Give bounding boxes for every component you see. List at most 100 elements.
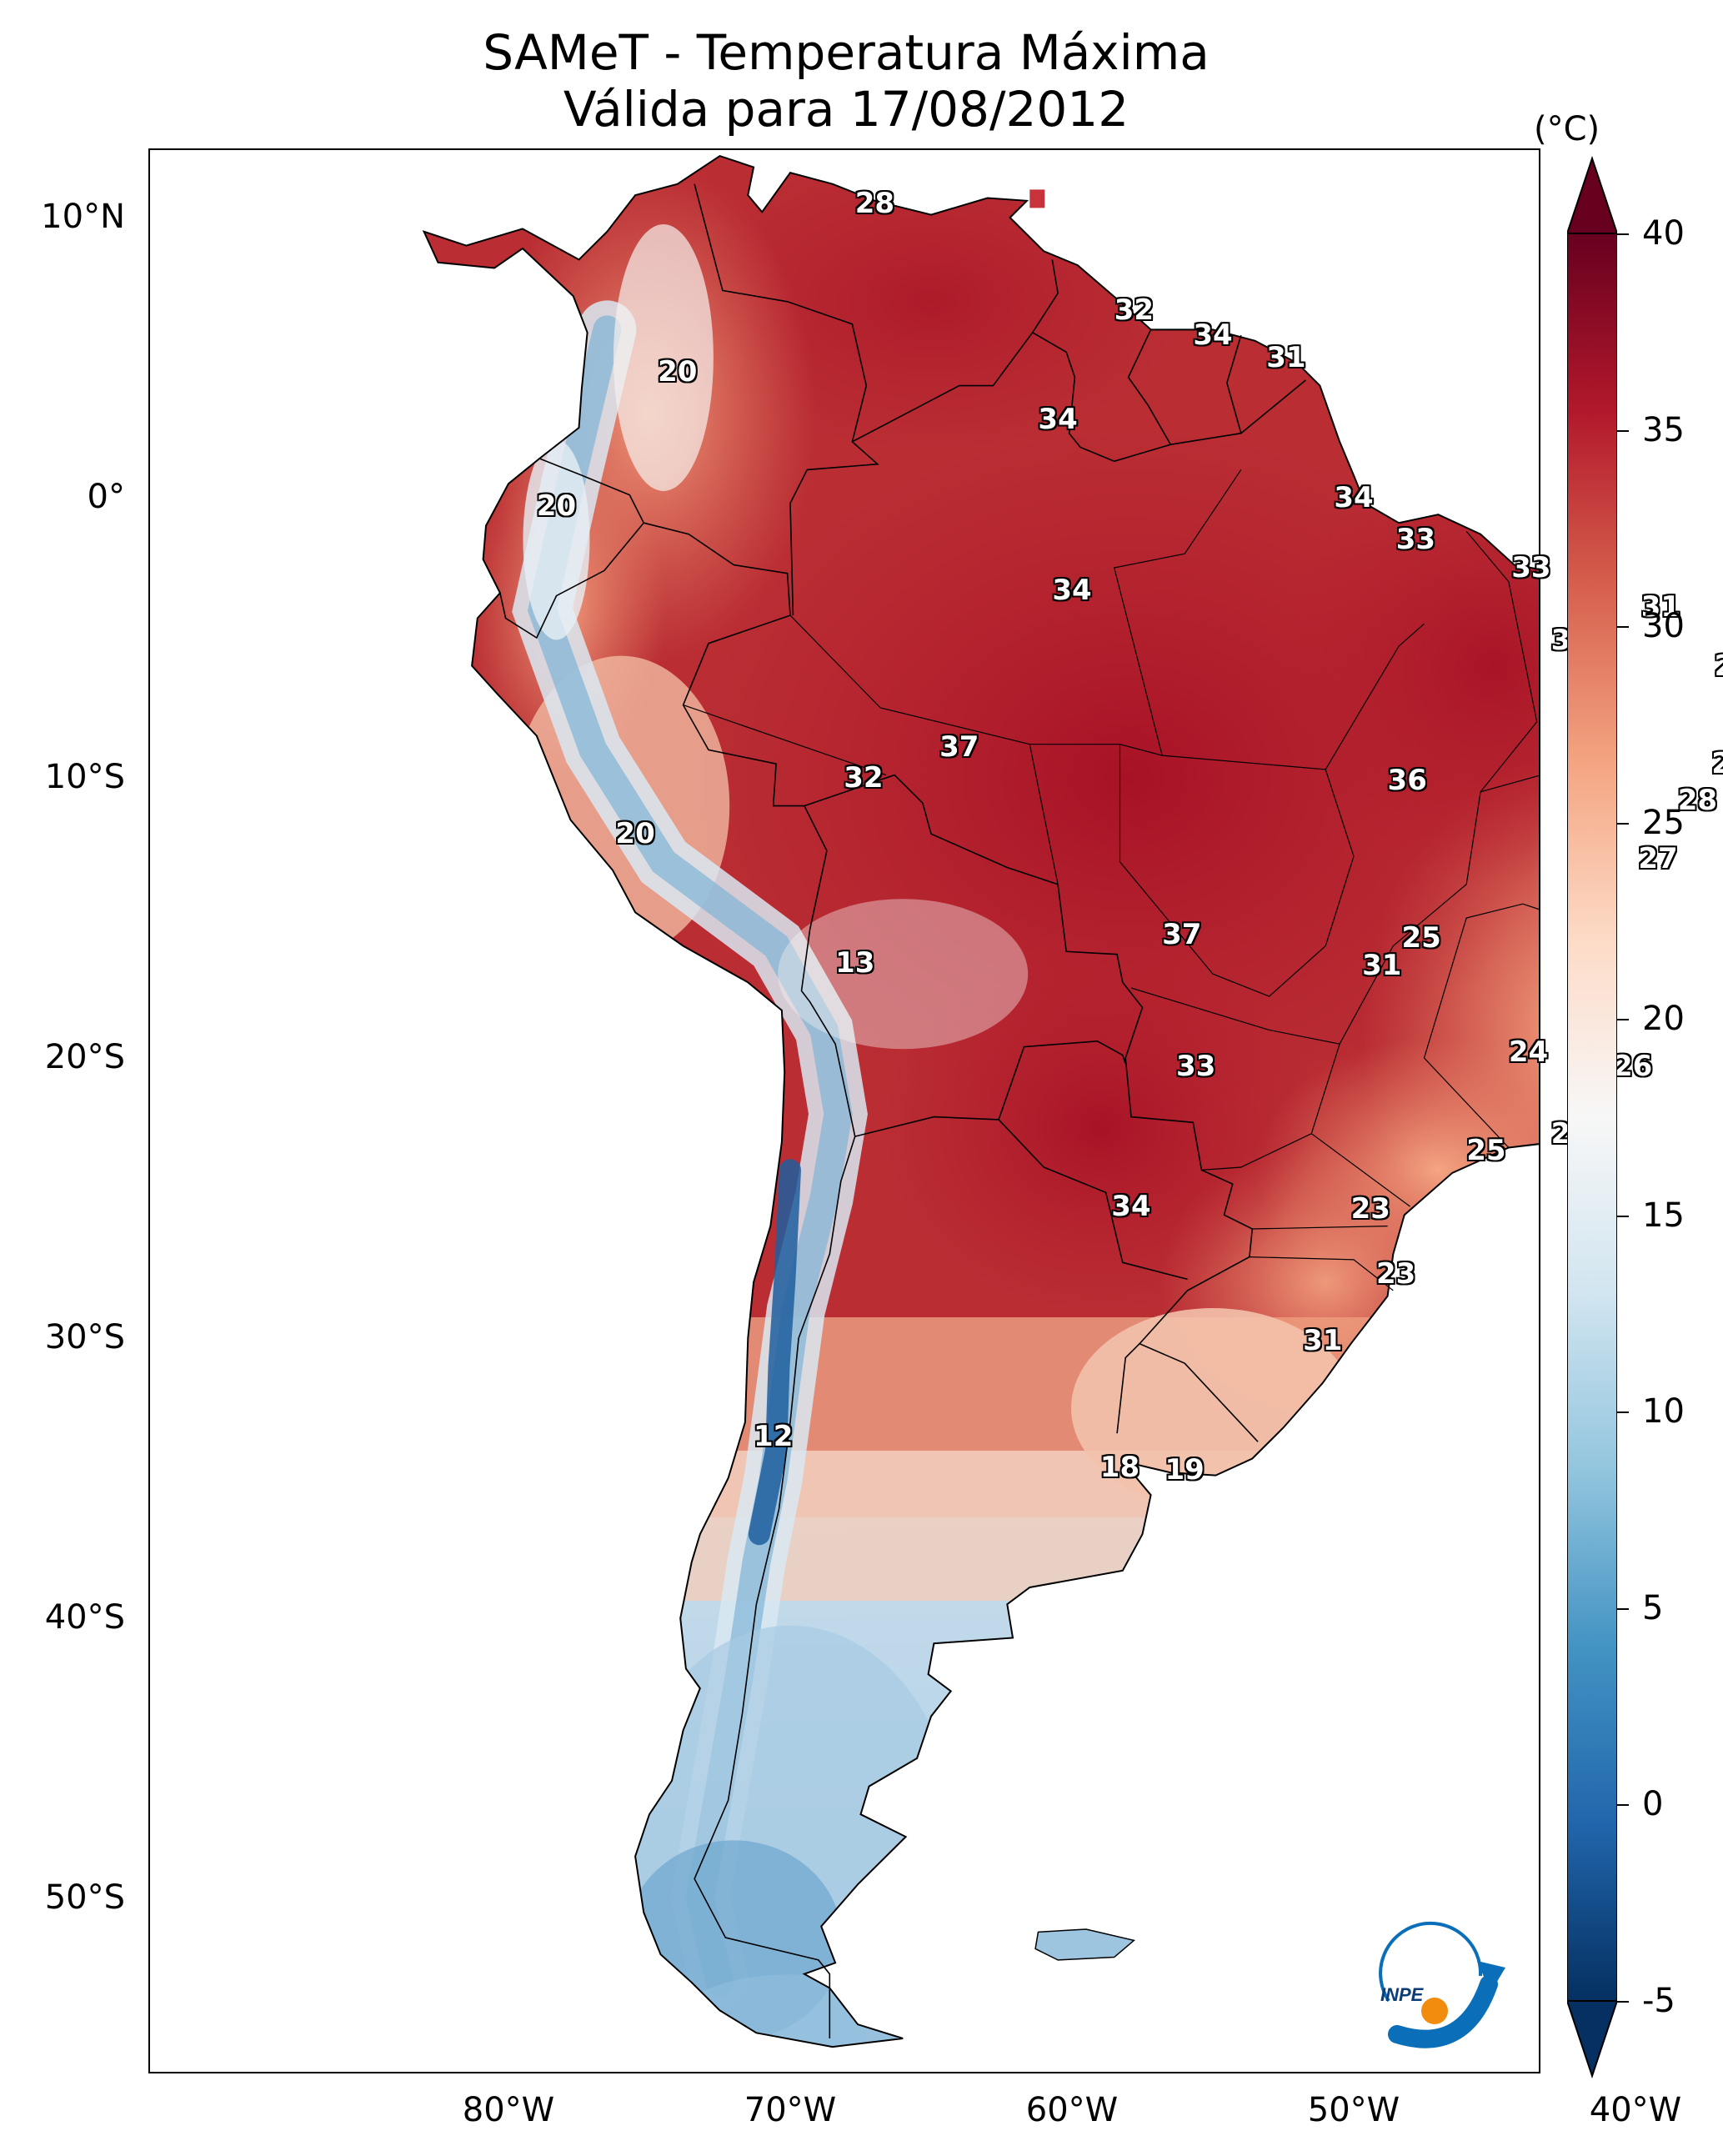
contour-label: 23 <box>1376 1256 1416 1291</box>
state-border <box>1480 775 1539 793</box>
contour-label: 25 <box>1401 920 1441 955</box>
contour-label: 37 <box>1162 918 1202 952</box>
country-border <box>682 614 804 807</box>
contour-label: 20 <box>658 354 698 389</box>
map-panel <box>148 148 1540 2073</box>
contour-label: 33 <box>1176 1050 1216 1084</box>
contour-label: 32 <box>1114 293 1155 327</box>
lon-tick-label: 40°W <box>1589 2091 1682 2129</box>
lat-tick-label: 20°S <box>44 1038 125 1076</box>
contour-label: 12 <box>754 1419 794 1453</box>
country-border <box>852 332 1034 443</box>
contour-label: 31 <box>1266 341 1306 374</box>
lat-tick-label: 10°S <box>44 758 125 796</box>
contour-label: 36 <box>1387 764 1427 798</box>
contour-label: 18 <box>1099 1450 1140 1484</box>
country-border <box>1116 1343 1140 1434</box>
map-subtitle: Válida para 17/08/2012 <box>563 81 1129 138</box>
contour-label: 33 <box>1511 551 1551 584</box>
lon-tick-label: 70°W <box>744 2091 837 2129</box>
lat-tick-label: 0° <box>87 478 125 516</box>
contour-label: 23 <box>1350 1192 1390 1226</box>
country-border <box>1127 329 1171 445</box>
contour-label: 27 <box>1638 842 1678 876</box>
colorbar-tick-mark <box>1617 2001 1629 2003</box>
contour-label: 37 <box>939 730 979 765</box>
contour-label: 28 <box>854 187 895 221</box>
country-border <box>1226 334 1242 434</box>
colorbar <box>1567 155 1617 2079</box>
colorbar-tick-mark <box>1617 822 1629 825</box>
contour-label: 31 <box>1362 949 1402 983</box>
contour-label: 13 <box>835 945 875 980</box>
colorbar-tick-label: 0 <box>1642 1785 1664 1824</box>
state-border <box>683 704 887 776</box>
colorbar-tick-label: 10 <box>1642 1392 1685 1431</box>
lon-tick-label: 50°W <box>1307 2091 1400 2129</box>
state-border <box>1113 469 1242 756</box>
contour-label: 34 <box>1038 402 1078 436</box>
temperature-map <box>422 154 1539 2048</box>
country-border <box>694 183 879 616</box>
contour-label: 19 <box>1165 1452 1205 1487</box>
state-border <box>1249 1256 1394 1291</box>
logo-text: INPE <box>1380 1984 1425 2005</box>
colorbar-tick-mark <box>1617 1804 1629 1807</box>
lat-tick-label: 40°S <box>44 1598 125 1637</box>
state-border <box>1119 744 1355 997</box>
island-trinidad <box>1029 189 1045 208</box>
contour-label: 33 <box>1395 523 1436 557</box>
country-border <box>804 774 1259 1442</box>
country-borders <box>422 154 1539 2048</box>
colorbar-tick-mark <box>1617 429 1629 432</box>
state-border <box>1252 1226 1388 1230</box>
country-border <box>499 458 645 639</box>
contour-label: 24 <box>1508 1035 1549 1070</box>
state-border <box>1310 1133 1410 1207</box>
colorbar-tick-label: 30 <box>1642 607 1685 646</box>
inpe-logo: INPE <box>1379 1922 1505 2048</box>
lon-tick-label: 80°W <box>462 2091 555 2129</box>
state-border <box>1325 623 1425 770</box>
country-border <box>998 1040 1126 1121</box>
contour-label: 26 <box>1612 1050 1653 1084</box>
lat-tick-label: 10°N <box>41 198 125 236</box>
colorbar-tick-label: 25 <box>1642 803 1685 842</box>
contour-label: 34 <box>1193 318 1233 353</box>
colorbar-tick-mark <box>1617 1411 1629 1414</box>
colorbar-tick-mark <box>1617 1019 1629 1021</box>
colorbar-tick-label: 20 <box>1642 1000 1685 1039</box>
colorbar-tick-label: -5 <box>1642 1982 1675 2020</box>
land-temperature-field <box>423 156 1539 2048</box>
contour-label: 29 <box>1715 649 1723 683</box>
falkland-islands <box>1034 1928 1135 1961</box>
country-border <box>694 805 856 2038</box>
lat-tick-label: 50°S <box>44 1878 125 1917</box>
contour-label: 20 <box>615 817 655 851</box>
colorbar-tick-mark <box>1617 1607 1629 1610</box>
contour-label: 31 <box>1640 590 1681 624</box>
colorbar-unit: (°C) <box>1534 110 1600 148</box>
colorbar-tick-label: 15 <box>1642 1196 1685 1235</box>
contour-label: 28 <box>1677 783 1718 817</box>
coastline <box>422 154 1539 2048</box>
contour-label: 20 <box>536 489 577 524</box>
state-border <box>1029 744 1059 885</box>
country-border <box>644 522 791 616</box>
contour-label: 25 <box>1466 1133 1506 1167</box>
state-border <box>1423 903 1539 1148</box>
contour-label: 34 <box>1334 481 1374 514</box>
state-border <box>1201 1044 1340 1171</box>
contour-label: 26 <box>1711 747 1723 781</box>
contour-label: 34 <box>1052 573 1092 607</box>
country-border <box>854 1116 1188 1281</box>
colorbar-tick-label: 40 <box>1642 214 1685 253</box>
colorbar-tick-label: 35 <box>1642 410 1685 449</box>
lat-tick-label: 30°S <box>44 1318 125 1356</box>
colorbar-tick-mark <box>1617 1215 1629 1217</box>
colorbar-tick-mark <box>1617 233 1629 235</box>
map-title: SAMeT - Temperatura Máxima <box>483 24 1210 81</box>
country-border <box>1031 259 1307 463</box>
colorbar-tick-mark <box>1617 626 1629 629</box>
contour-label: 31 <box>1303 1324 1343 1358</box>
